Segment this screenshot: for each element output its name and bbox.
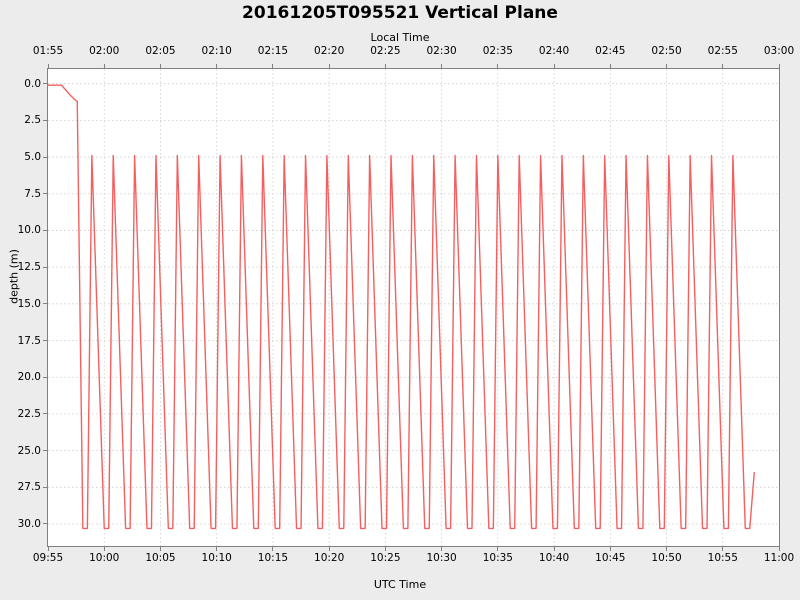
ytick-label: 20.0 — [17, 371, 41, 384]
top-xtick-label: 02:25 — [370, 45, 401, 57]
y-tick-mark — [43, 229, 47, 231]
top-xtick-label: 02:05 — [145, 45, 176, 57]
ytick-label: 5.0 — [24, 151, 41, 164]
data-series-group — [48, 84, 755, 530]
bottom-xtick-label: 10:30 — [426, 552, 457, 564]
y-tick-mark — [43, 523, 47, 525]
ytick-label: 17.5 — [17, 334, 41, 347]
ytick-label: 25.0 — [17, 444, 41, 457]
ytick-label: 7.5 — [24, 187, 41, 200]
x-tick-mark — [778, 547, 780, 551]
x-tick-mark — [553, 64, 555, 68]
x-tick-mark — [328, 64, 330, 68]
data-series-line — [48, 84, 755, 530]
gridlines — [48, 69, 779, 546]
x-tick-mark — [272, 547, 274, 551]
top-axis-label: Local Time — [370, 31, 430, 44]
bottom-xtick-label: 10:55 — [707, 552, 738, 564]
top-xtick-label: 03:00 — [763, 45, 795, 57]
bottom-xtick-label: 10:20 — [314, 552, 345, 564]
bottom-xtick-label: 11:00 — [763, 552, 795, 564]
top-xtick-label: 02:10 — [201, 45, 232, 57]
y-tick-mark — [43, 193, 47, 195]
y-tick-mark — [43, 266, 47, 268]
bottom-xtick-label: 10:40 — [538, 552, 570, 564]
x-tick-mark — [722, 64, 724, 68]
top-xtick-label: 02:55 — [707, 45, 738, 57]
x-tick-mark — [497, 64, 499, 68]
bottom-xtick-label: 10:10 — [201, 552, 232, 564]
x-tick-mark — [722, 547, 724, 551]
y-tick-mark — [43, 376, 47, 378]
x-tick-mark — [328, 547, 330, 551]
bottom-xtick-label: 09:55 — [32, 552, 64, 564]
top-xtick-label: 02:00 — [89, 45, 120, 57]
bottom-xtick-label: 10:25 — [370, 552, 401, 564]
y-tick-mark — [43, 450, 47, 452]
x-tick-mark — [47, 64, 49, 68]
y-tick-mark — [43, 83, 47, 85]
top-xtick-label: 02:30 — [426, 45, 457, 57]
ytick-label: 10.0 — [17, 224, 41, 237]
y-tick-mark — [43, 486, 47, 488]
x-tick-mark — [666, 547, 668, 551]
x-tick-mark — [216, 64, 218, 68]
plot-canvas — [48, 69, 779, 546]
ytick-label: 0.0 — [24, 77, 41, 90]
x-tick-mark — [159, 547, 161, 551]
top-xtick-label: 02:40 — [538, 45, 570, 57]
ytick-label: 30.0 — [17, 517, 41, 530]
y-tick-mark — [43, 303, 47, 305]
top-xtick-label: 02:15 — [257, 45, 289, 57]
x-tick-mark — [384, 547, 386, 551]
top-xtick-label: 01:55 — [32, 45, 64, 57]
x-tick-mark — [272, 64, 274, 68]
x-tick-mark — [778, 64, 780, 68]
top-xtick-label: 02:45 — [595, 45, 626, 57]
x-tick-mark — [666, 64, 668, 68]
x-tick-mark — [441, 547, 443, 551]
ytick-label: 27.5 — [17, 481, 41, 494]
ytick-label: 22.5 — [17, 407, 41, 420]
x-tick-mark — [103, 64, 105, 68]
x-tick-mark — [609, 547, 611, 551]
bottom-xtick-label: 10:35 — [482, 552, 513, 564]
plot-area — [47, 68, 780, 547]
bottom-xtick-label: 10:45 — [595, 552, 626, 564]
y-tick-mark — [43, 340, 47, 342]
y-tick-mark — [43, 156, 47, 158]
x-tick-mark — [441, 64, 443, 68]
x-tick-mark — [384, 64, 386, 68]
top-xtick-label: 02:20 — [314, 45, 345, 57]
x-tick-mark — [609, 64, 611, 68]
x-tick-mark — [497, 547, 499, 551]
ytick-label: 12.5 — [17, 261, 41, 274]
ytick-label: 2.5 — [24, 114, 41, 127]
bottom-axis-label: UTC Time — [373, 578, 427, 591]
y-tick-mark — [43, 119, 47, 121]
bottom-xtick-label: 10:00 — [89, 552, 120, 564]
x-tick-mark — [103, 547, 105, 551]
ytick-label: 15.0 — [17, 297, 41, 310]
chart-title: 20161205T095521 Vertical Plane — [242, 3, 558, 23]
y-tick-mark — [43, 413, 47, 415]
top-xtick-label: 02:50 — [651, 45, 682, 57]
x-tick-mark — [159, 64, 161, 68]
bottom-xtick-label: 10:15 — [257, 552, 289, 564]
x-tick-mark — [553, 547, 555, 551]
bottom-xtick-label: 10:50 — [651, 552, 682, 564]
x-tick-mark — [47, 547, 49, 551]
top-xtick-label: 02:35 — [482, 45, 513, 57]
x-tick-mark — [216, 547, 218, 551]
bottom-xtick-label: 10:05 — [145, 552, 176, 564]
